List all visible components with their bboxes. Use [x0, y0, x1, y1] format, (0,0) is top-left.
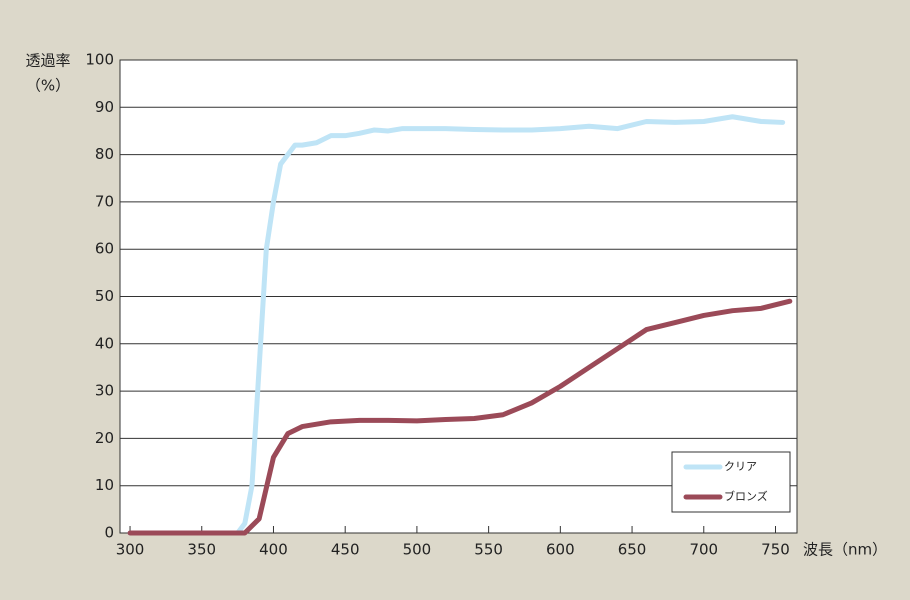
y-tick-label: 70	[95, 192, 114, 210]
y-axis-label: 透過率	[25, 52, 70, 70]
series-line	[127, 114, 786, 536]
x-tick-label: 550	[474, 541, 503, 559]
x-tick-label: 400	[259, 541, 288, 559]
x-tick-label: 300	[116, 541, 145, 559]
y-tick-label: 20	[95, 429, 114, 447]
y-tick-label: 100	[85, 51, 114, 69]
legend-label: ブロンズ	[724, 489, 768, 503]
x-axis-label: 波長（nm）	[803, 541, 887, 559]
series-line	[127, 298, 793, 536]
x-tick-label: 600	[546, 541, 575, 559]
legend-box	[671, 451, 791, 513]
plot-frame	[119, 59, 798, 534]
x-tick-label: 700	[689, 541, 718, 559]
y-tick-label: 10	[95, 476, 114, 494]
y-tick-label: 50	[95, 287, 114, 305]
y-tick-label: 90	[95, 98, 114, 116]
y-axis-label: （%）	[26, 77, 70, 95]
y-tick-label: 60	[95, 240, 114, 258]
x-tick-label: 500	[403, 541, 432, 559]
y-tick-label: 40	[95, 334, 114, 352]
x-tick-label: 450	[331, 541, 360, 559]
x-tick-label: 750	[761, 541, 790, 559]
legend-label: クリア	[724, 460, 757, 473]
y-tick-label: 30	[95, 382, 114, 400]
y-tick-label: 0	[104, 524, 114, 542]
x-tick-label: 650	[618, 541, 647, 559]
x-tick-label: 350	[187, 541, 216, 559]
y-tick-label: 80	[95, 145, 114, 163]
